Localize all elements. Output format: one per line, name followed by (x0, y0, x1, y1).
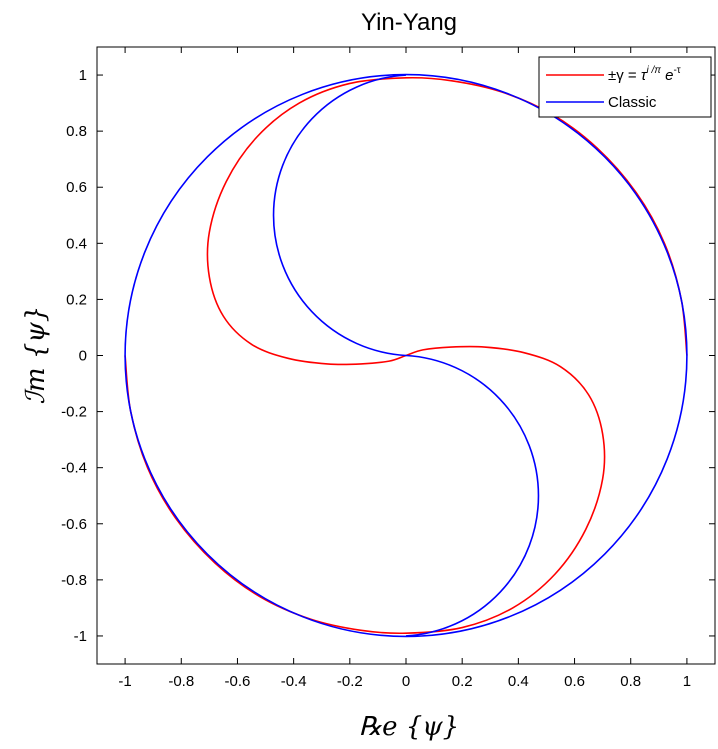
y-tick-label: 0.6 (66, 179, 87, 196)
x-tick-label: 0 (402, 673, 410, 690)
y-axis-label: ℐm {ψ} (21, 306, 51, 405)
series-classic-outer-circle (124, 73, 688, 638)
y-tick-label: -0.2 (61, 404, 87, 421)
x-tick-label: 0.8 (620, 673, 641, 690)
y-tick-label: 0.8 (66, 123, 87, 140)
x-tick-label: 0.6 (564, 673, 585, 690)
x-tick-label: 0.2 (452, 673, 473, 690)
x-tick-label: -0.8 (168, 673, 194, 690)
legend: ±γ = τi /π e-τ Classic (538, 56, 712, 118)
x-axis-ticks: -1 -0.8 -0.6 -0.4 -0.2 0 0.2 0.4 0.6 0.8 1 (118, 47, 691, 690)
y-tick-label: 0 (79, 348, 87, 365)
y-tick-label: 0.2 (66, 291, 87, 308)
x-tick-label: -1 (118, 673, 131, 690)
x-tick-label: -0.6 (225, 673, 251, 690)
y-tick-label: -1 (74, 628, 87, 645)
chart-title: Yin-Yang (361, 9, 457, 36)
y-tick-label: -0.4 (61, 460, 87, 477)
x-axis-label: ℞e {ψ} (359, 712, 459, 742)
legend-label-gamma: ±γ = τi /π e-τ (608, 65, 681, 84)
legend-label-classic: Classic (608, 94, 657, 111)
y-tick-label: -0.6 (61, 516, 87, 533)
series-classic-inner-bottom (405, 354, 540, 637)
legend-box (538, 56, 712, 118)
y-tick-label: -0.8 (61, 572, 87, 589)
x-tick-label: -0.4 (281, 673, 307, 690)
x-tick-label: 0.4 (508, 673, 529, 690)
y-tick-label: 1 (79, 67, 87, 84)
y-axis-ticks: -1 -0.8 -0.6 -0.4 -0.2 0 0.2 0.4 0.6 0.8 1 (61, 67, 715, 645)
y-tick-label: 0.4 (66, 235, 87, 252)
x-tick-label: 1 (683, 673, 691, 690)
x-tick-label: -0.2 (337, 673, 363, 690)
series-classic-inner-top (272, 74, 407, 357)
